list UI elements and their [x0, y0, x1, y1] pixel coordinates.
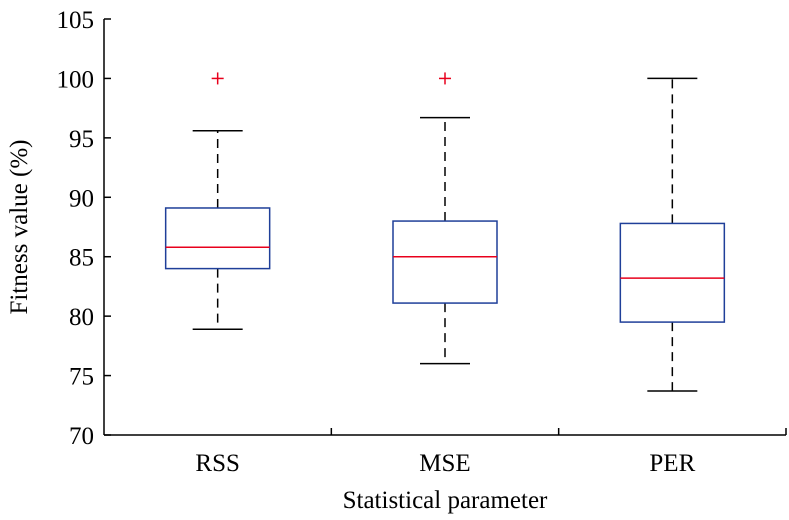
y-tick-label: 70 — [69, 423, 94, 450]
outlier-marker — [439, 72, 451, 85]
x-axis-label: Statistical parameter — [343, 487, 548, 514]
outlier-marker — [211, 72, 224, 85]
x-tick-label: PER — [649, 450, 695, 477]
y-tick-label: 105 — [57, 7, 95, 34]
boxes — [164, 72, 726, 392]
iqr-box — [392, 220, 498, 304]
box-per — [619, 77, 726, 392]
y-ticks: 70 75 80 85 90 95 100 105 — [57, 7, 111, 450]
y-tick-label: 100 — [57, 66, 95, 93]
y-tick-label: 85 — [69, 245, 94, 272]
iqr-box — [619, 222, 726, 323]
iqr-box — [164, 207, 271, 270]
y-tick-label: 95 — [69, 126, 94, 153]
x-tick-label: MSE — [419, 450, 470, 477]
y-tick-label: 90 — [69, 185, 94, 212]
x-ticks: RSS MSE PER — [195, 428, 787, 477]
x-tick-label: RSS — [195, 450, 239, 477]
y-axis-label: Fitness value (%) — [6, 140, 33, 315]
axes — [103, 19, 786, 436]
box-mse — [392, 72, 498, 365]
y-tick-label: 75 — [69, 364, 94, 391]
y-tick-label: 80 — [69, 304, 94, 331]
box-rss — [164, 72, 271, 330]
